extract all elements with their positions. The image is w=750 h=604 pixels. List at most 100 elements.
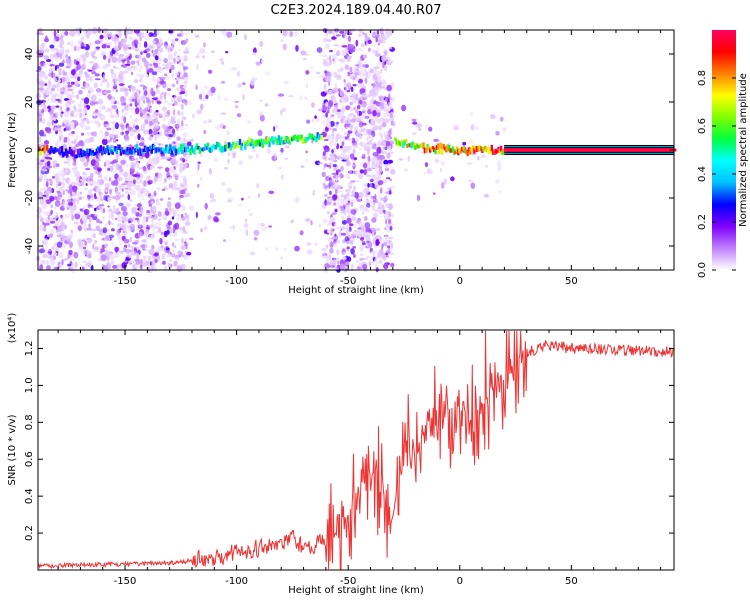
noise-speckle bbox=[390, 185, 395, 189]
noise-speckle bbox=[92, 51, 96, 54]
noise-speckle bbox=[55, 98, 61, 101]
tone-cell bbox=[139, 149, 143, 156]
noise-speckle bbox=[169, 228, 174, 234]
noise-speckle bbox=[385, 248, 391, 254]
noise-speckle bbox=[60, 106, 63, 111]
tone-cell bbox=[502, 149, 505, 155]
noise-speckle bbox=[363, 187, 369, 194]
noise-speckle bbox=[61, 124, 68, 127]
noise-speckle bbox=[466, 162, 473, 165]
noise-speckle bbox=[131, 216, 135, 221]
noise-speckle bbox=[349, 223, 354, 227]
noise-speckle bbox=[41, 259, 46, 265]
noise-speckle bbox=[325, 244, 329, 249]
noise-speckle bbox=[387, 159, 394, 164]
noise-speckle bbox=[329, 153, 335, 157]
noise-speckle bbox=[327, 223, 331, 227]
noise-speckle bbox=[366, 167, 372, 172]
noise-speckle bbox=[470, 124, 475, 131]
noise-speckle bbox=[45, 183, 48, 187]
noise-speckle bbox=[94, 78, 101, 81]
noise-speckle bbox=[325, 126, 329, 132]
noise-speckle bbox=[52, 176, 56, 179]
noise-speckle bbox=[352, 238, 356, 242]
noise-speckle bbox=[377, 118, 383, 124]
noise-speckle bbox=[38, 160, 44, 166]
noise-speckle bbox=[167, 88, 172, 92]
noise-speckle bbox=[325, 175, 330, 182]
snr-y-tick-label: 1.0 bbox=[24, 377, 35, 393]
noise-speckle bbox=[368, 260, 372, 267]
noise-speckle bbox=[160, 76, 166, 81]
noise-speckle bbox=[386, 177, 391, 180]
noise-speckle bbox=[115, 89, 119, 93]
noise-speckle bbox=[237, 83, 242, 89]
noise-speckle bbox=[167, 176, 173, 181]
tone-cell bbox=[445, 146, 448, 153]
noise-speckle bbox=[350, 209, 357, 215]
noise-speckle bbox=[102, 43, 107, 49]
noise-speckle bbox=[42, 254, 48, 259]
noise-speckle bbox=[52, 159, 58, 165]
noise-speckle bbox=[46, 178, 53, 181]
noise-speckle bbox=[321, 114, 327, 118]
tone-cell bbox=[258, 141, 262, 147]
tone-cell bbox=[262, 139, 266, 145]
tone-cell bbox=[486, 146, 489, 151]
noise-speckle bbox=[89, 172, 94, 179]
noise-speckle bbox=[371, 217, 377, 223]
noise-speckle bbox=[128, 36, 134, 41]
noise-speckle bbox=[46, 265, 51, 271]
noise-speckle bbox=[101, 138, 108, 146]
noise-speckle bbox=[53, 30, 57, 38]
noise-speckle bbox=[124, 136, 130, 142]
tone-cell bbox=[305, 137, 309, 142]
noise-speckle bbox=[44, 156, 51, 160]
tone-cell bbox=[163, 149, 167, 154]
noise-speckle bbox=[78, 90, 83, 95]
noise-speckle bbox=[112, 159, 119, 164]
noise-speckle bbox=[139, 206, 144, 213]
colorbar-tick-label: 0.8 bbox=[697, 70, 708, 86]
tone-cell bbox=[427, 146, 430, 151]
noise-speckle bbox=[61, 111, 64, 114]
tone-cell bbox=[238, 138, 242, 145]
tone-cell bbox=[190, 145, 193, 151]
noise-speckle bbox=[161, 123, 166, 130]
noise-speckle bbox=[80, 118, 86, 123]
tone-cell bbox=[40, 146, 44, 151]
noise-speckle bbox=[346, 241, 350, 244]
noise-speckle bbox=[344, 64, 350, 71]
noise-speckle bbox=[341, 45, 348, 48]
tone-cell bbox=[111, 150, 114, 155]
noise-speckle bbox=[318, 224, 321, 228]
noise-speckle bbox=[259, 41, 264, 47]
tone-cell bbox=[230, 144, 234, 148]
noise-speckle bbox=[175, 160, 178, 165]
tone-cell bbox=[319, 133, 322, 138]
noise-speckle bbox=[370, 164, 376, 169]
tone-cell bbox=[82, 149, 85, 157]
noise-speckle bbox=[171, 83, 176, 88]
noise-speckle bbox=[315, 71, 321, 75]
noise-speckle bbox=[353, 191, 359, 199]
noise-speckle bbox=[103, 133, 107, 140]
noise-speckle bbox=[151, 71, 158, 76]
tone-cell bbox=[248, 137, 251, 145]
noise-speckle bbox=[138, 231, 143, 238]
tone-cell bbox=[451, 146, 455, 152]
noise-speckle bbox=[170, 45, 175, 51]
noise-speckle bbox=[59, 136, 62, 142]
noise-speckle bbox=[333, 202, 337, 206]
noise-speckle bbox=[54, 77, 57, 83]
noise-speckle bbox=[343, 82, 347, 88]
noise-speckle bbox=[200, 228, 203, 233]
noise-speckle bbox=[386, 60, 393, 66]
noise-speckle bbox=[412, 121, 418, 125]
noise-speckle bbox=[105, 187, 109, 191]
noise-speckle bbox=[384, 163, 389, 168]
noise-speckle bbox=[378, 165, 382, 170]
tone-cell bbox=[100, 151, 104, 156]
noise-speckle bbox=[384, 28, 390, 36]
noise-speckle bbox=[148, 248, 155, 256]
